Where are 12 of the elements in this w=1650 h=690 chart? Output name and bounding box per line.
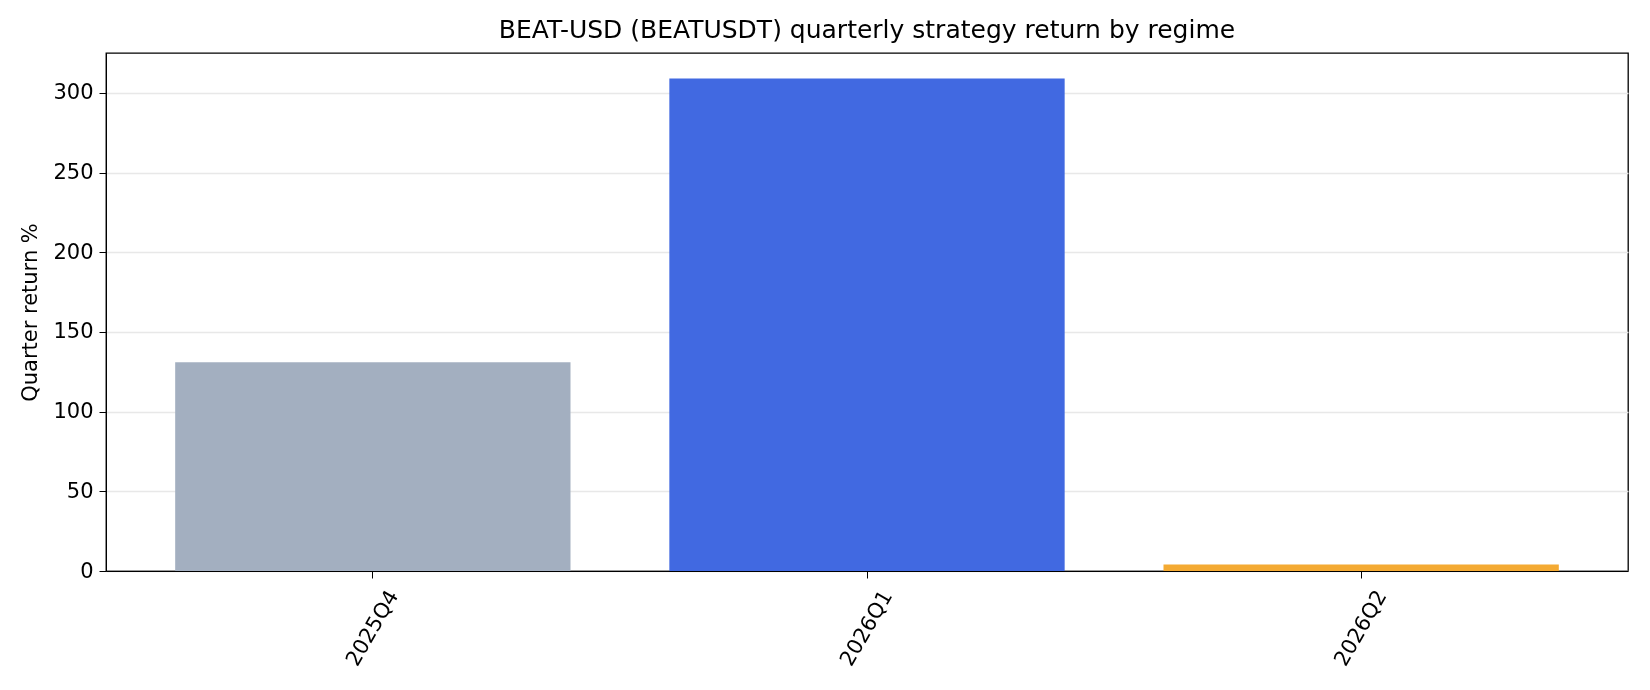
y-tick-label: 150 bbox=[53, 319, 94, 344]
y-tick-label: 300 bbox=[53, 80, 94, 105]
y-axis-title: Quarter return % bbox=[18, 223, 43, 402]
y-tick-label: 100 bbox=[53, 399, 94, 424]
y-tick-label: 200 bbox=[53, 239, 94, 264]
chart-title: BEAT-USD (BEATUSDT) quarterly strategy return by regime bbox=[498, 15, 1236, 44]
bar bbox=[1163, 564, 1559, 571]
y-tick-label: 0 bbox=[80, 558, 94, 583]
bar bbox=[175, 362, 571, 571]
y-tick-label: 50 bbox=[66, 478, 94, 503]
y-tick-label: 250 bbox=[53, 160, 94, 185]
bar bbox=[669, 78, 1065, 571]
